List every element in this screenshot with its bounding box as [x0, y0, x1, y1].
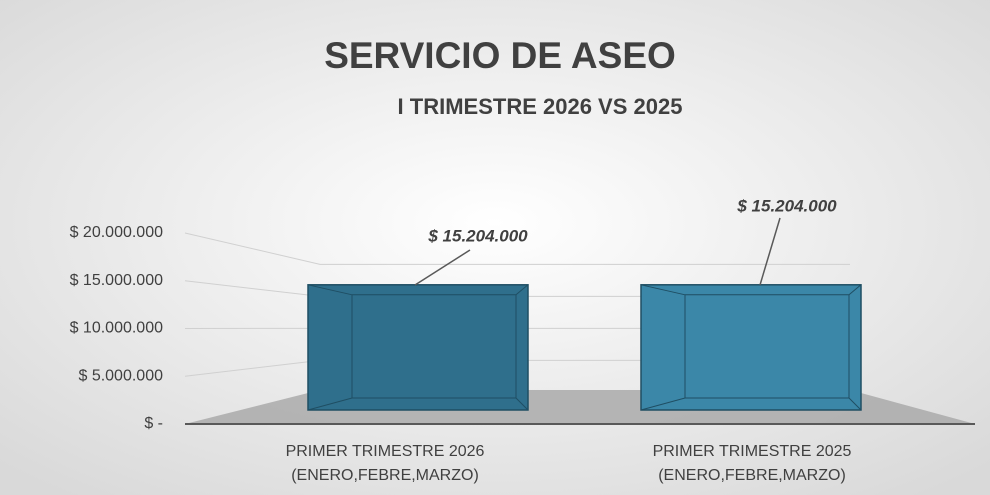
leader-line — [759, 217, 781, 286]
bar — [640, 284, 862, 411]
bar-edge — [307, 284, 529, 296]
chart-subtitle: I TRIMESTRE 2026 VS 2025 — [398, 94, 683, 119]
x-tick-label: PRIMER TRIMESTRE 2026 — [286, 443, 485, 460]
grid-line — [184, 232, 850, 265]
data-label: $ 15.204.000 — [736, 196, 837, 215]
bar-edge — [640, 284, 862, 296]
bar-edge — [307, 397, 529, 411]
bar — [307, 284, 529, 411]
chart-title: SERVICIO DE ASEO — [324, 35, 676, 76]
y-tick-label: $ 15.000.000 — [70, 272, 164, 289]
y-tick-label: $ 5.000.000 — [78, 367, 163, 384]
y-tick-label: $ - — [144, 415, 163, 432]
y-tick-label: $ 10.000.000 — [70, 320, 164, 337]
y-tick-label: $ 20.000.000 — [70, 224, 164, 241]
x-tick-label: (ENERO,FEBRE,MARZO) — [658, 467, 846, 484]
x-tick-label: PRIMER TRIMESTRE 2025 — [653, 443, 852, 460]
leader-line — [414, 249, 471, 286]
data-label: $ 15.204.000 — [427, 226, 528, 245]
x-tick-label: (ENERO,FEBRE,MARZO) — [291, 467, 479, 484]
bar-edge — [640, 397, 862, 411]
